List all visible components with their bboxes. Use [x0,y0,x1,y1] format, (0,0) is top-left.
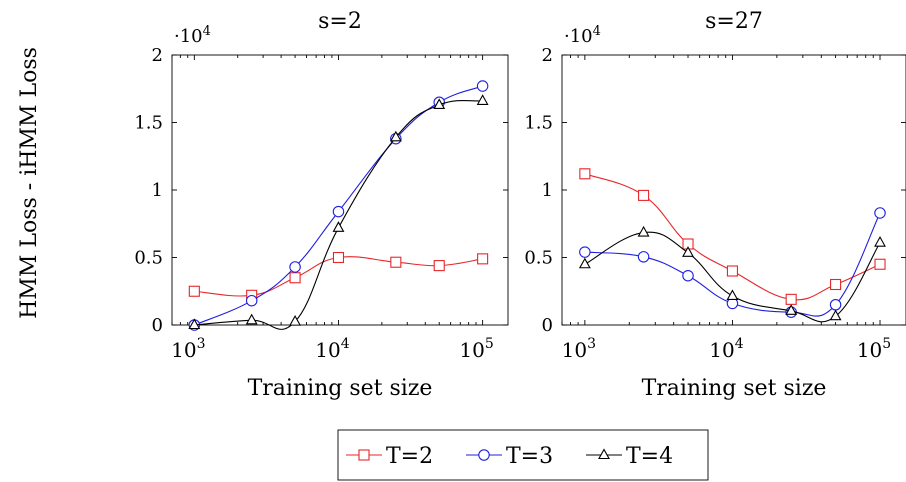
data-point [289,261,301,273]
y-tick-label: 2 [152,45,163,66]
x-tick-exp: 3 [197,336,206,352]
x-axis-label: Training set size [248,376,433,401]
panel-title: s=2 [318,9,362,34]
legend-marker-square [358,449,370,461]
data-point [289,272,301,284]
x-tick-label: 104 [315,336,349,362]
x-tick-base: 10 [562,338,587,362]
series-line-t3 [194,85,483,326]
x-tick-exp: 5 [485,336,494,352]
x-tick-base: 10 [171,338,196,362]
x-tick-base: 10 [857,338,882,362]
legend-entry: T=4 [586,444,673,469]
data-point [579,246,591,258]
x-tick-exp: 4 [341,336,350,352]
panel-title: s=27 [705,9,763,34]
data-point [785,304,798,315]
data-point [332,251,345,264]
y-tick-label: 2 [542,45,553,66]
legend-entry: T=2 [346,444,433,469]
axis-frame [171,54,509,326]
data-point [726,289,739,301]
data-point [874,236,886,247]
data-point [389,130,402,142]
x-tick-label: 105 [459,336,493,362]
legend-marker-circle [478,449,490,461]
x-tick-base: 10 [315,338,340,362]
data-point [476,80,489,92]
data-point [289,314,302,326]
y-tick-label: 0.5 [524,248,553,269]
data-point [188,285,200,297]
x-tick-base: 10 [459,338,484,362]
legend-label: T=2 [386,444,433,469]
x-tick-label: 104 [709,336,743,362]
x-tick-label: 103 [562,336,596,362]
y-tick-label: 1 [152,180,163,201]
data-point [245,313,258,325]
data-point [433,98,446,109]
data-point [830,278,842,291]
data-point [638,189,650,201]
data-point [477,253,489,265]
x-tick-exp: 3 [587,336,596,352]
data-point [390,256,402,268]
y-multiplier: ·104 [564,24,601,47]
data-point [637,225,650,237]
data-point [829,309,842,321]
series-group [188,80,489,331]
y-tick-label: 1 [542,180,553,201]
data-point [874,207,886,219]
y-tick-label: 0.5 [134,248,163,269]
data-point [726,265,738,277]
data-point [476,94,489,105]
y-tick-label: 0 [152,315,163,336]
y-tick-label: 1.5 [524,113,553,134]
y-tick-label: 1.5 [134,113,163,134]
y-tick-label: 0 [542,315,553,336]
data-point [578,257,591,269]
data-point [829,298,842,311]
x-tick-label: 105 [857,336,891,362]
x-tick-label: 103 [171,336,205,362]
y-multiplier-exp: 4 [203,24,211,39]
legend-entry: T=3 [466,444,553,469]
y-multiplier-exp: 4 [593,24,601,39]
data-point [637,251,650,263]
data-point [682,246,694,257]
y-multiplier: ·104 [174,24,211,47]
data-point [579,168,591,180]
x-tick-exp: 5 [882,336,891,352]
legend-box [337,429,709,481]
x-axis-label: Training set size [642,376,827,401]
axis-frame [561,54,906,326]
x-tick-exp: 4 [735,336,744,352]
data-point [874,258,886,270]
legend-label: T=3 [506,444,553,469]
data-point [433,260,445,272]
x-tick-base: 10 [709,338,734,362]
data-point [682,269,694,282]
series-group [578,168,886,323]
legend: T=2 T=3 T=4 [337,429,709,481]
legend-label: T=4 [626,444,673,469]
data-point [332,221,345,232]
data-point [188,318,201,330]
y-multiplier-base: ·10 [174,26,203,47]
data-point [245,294,258,307]
y-multiplier-base: ·10 [564,26,593,47]
data-point [785,293,797,305]
data-point [332,205,345,218]
legend-marker-triangle [598,448,610,460]
y-axis-label: HMM Loss - iHMM Loss [17,47,42,319]
